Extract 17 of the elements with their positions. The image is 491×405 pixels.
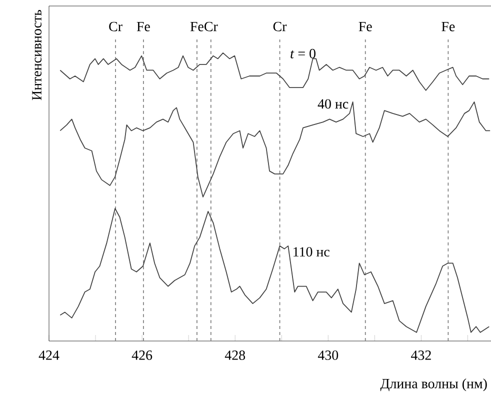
ref-line-label: Fe <box>358 22 372 32</box>
x-tick-label: 424 <box>38 350 60 360</box>
ref-line-label: Cr <box>109 22 122 32</box>
x-tick-label: 432 <box>411 350 431 360</box>
annotation: 40 нс <box>318 99 348 109</box>
x-tick-label: 426 <box>132 350 152 360</box>
x-axis-title: Длина волны (нм) <box>380 378 487 392</box>
x-tick-label: 430 <box>318 350 338 360</box>
y-axis-title: Интенсивность <box>32 10 42 100</box>
x-tick-label: 428 <box>224 350 246 360</box>
ref-line-label: Fe <box>442 22 455 32</box>
annotation: 110 нс <box>294 247 330 257</box>
ref-line-label: Fe <box>190 22 204 32</box>
annotation: t = 0 <box>290 48 316 58</box>
ref-line-label: Cr <box>273 22 287 32</box>
ref-line-label: Fe <box>136 22 150 32</box>
ref-line-label: Cr <box>204 22 218 32</box>
